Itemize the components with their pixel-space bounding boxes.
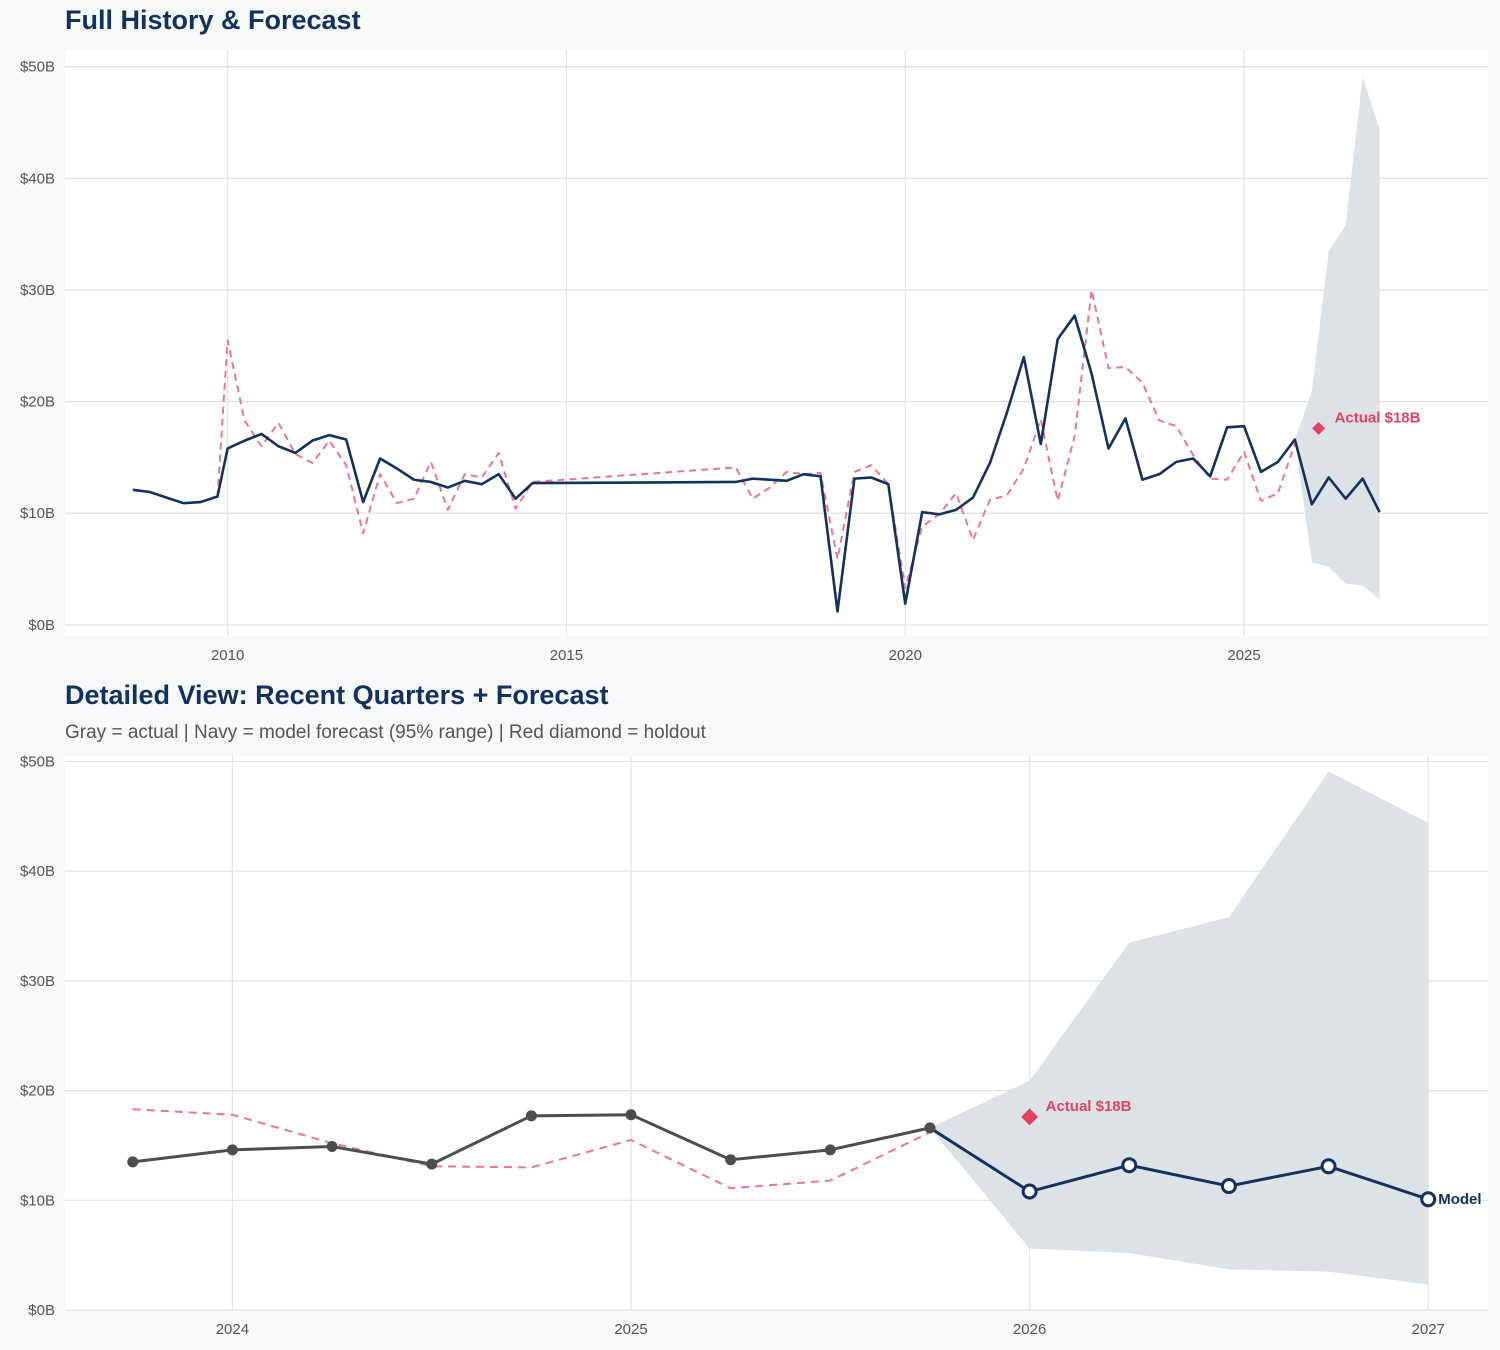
top-y-tick-label: $20B <box>20 394 55 411</box>
top-x-tick-label: 2010 <box>211 647 244 664</box>
top-holdout-label: Actual $18B <box>1335 409 1421 426</box>
actual-point <box>625 1109 637 1121</box>
model-series-label: Model <box>1438 1191 1481 1208</box>
bottom-holdout-label: Actual $18B <box>1046 1098 1132 1115</box>
bottom-y-tick-label: $50B <box>20 753 55 770</box>
top-x-tick-label: 2025 <box>1227 647 1260 664</box>
bottom-x-tick-label: 2025 <box>614 1321 647 1338</box>
bottom-y-tick-label: $30B <box>20 973 55 990</box>
top-y-tick-label: $10B <box>20 505 55 522</box>
top-y-tick-label: $40B <box>20 170 55 187</box>
top-x-tick-label: 2020 <box>889 647 922 664</box>
bottom-forecast-line <box>929 1126 1429 1201</box>
top-navy-series-line <box>132 314 1381 613</box>
bottom-chart-title: Detailed View: Recent Quarters + Forecas… <box>65 680 609 710</box>
full-history-chart: $0B $10B $20B $30B $40B $50B 2010 2015 2020 2025 A… <box>20 50 1488 664</box>
bottom-y-tick-label: $10B <box>20 1192 55 1209</box>
actual-point <box>426 1158 438 1170</box>
bottom-chart-subtitle: Gray = actual | Navy = model forecast (9… <box>65 722 706 743</box>
bottom-y-tick-label: $40B <box>20 863 55 880</box>
forecast-point <box>1420 1191 1437 1208</box>
top-chart-title: Full History & Forecast <box>65 5 361 35</box>
top-y-tick-label: $50B <box>20 59 55 76</box>
bottom-dashed-series-line <box>132 1108 931 1190</box>
top-y-tick-label: $0B <box>28 617 55 634</box>
forecast-point <box>1220 1178 1237 1195</box>
top-dashed-series-line <box>216 288 1296 590</box>
bottom-y-tick-label: $20B <box>20 1083 55 1100</box>
top-plot-area <box>65 50 1488 636</box>
actual-point <box>226 1144 238 1156</box>
actual-point <box>924 1122 936 1134</box>
actual-point <box>725 1154 737 1166</box>
bottom-forecast-band <box>929 771 1429 1285</box>
bottom-x-tick-label: 2026 <box>1013 1321 1046 1338</box>
bottom-holdout-diamond <box>1021 1108 1039 1126</box>
top-forecast-band <box>1294 76 1380 600</box>
bottom-y-tick-label: $0B <box>28 1302 55 1319</box>
bottom-x-tick-label: 2024 <box>216 1321 249 1338</box>
actual-point <box>824 1144 836 1156</box>
top-holdout-diamond <box>1312 421 1326 435</box>
forecast-point <box>1021 1183 1038 1200</box>
forecast-point <box>1320 1158 1337 1175</box>
actual-point <box>525 1110 537 1122</box>
top-y-tick-label: $30B <box>20 282 55 299</box>
actual-point <box>326 1141 338 1153</box>
top-x-tick-label: 2015 <box>550 647 583 664</box>
forecast-point <box>1121 1157 1138 1174</box>
actual-point <box>127 1156 139 1168</box>
bottom-x-tick-label: 2027 <box>1412 1321 1445 1338</box>
